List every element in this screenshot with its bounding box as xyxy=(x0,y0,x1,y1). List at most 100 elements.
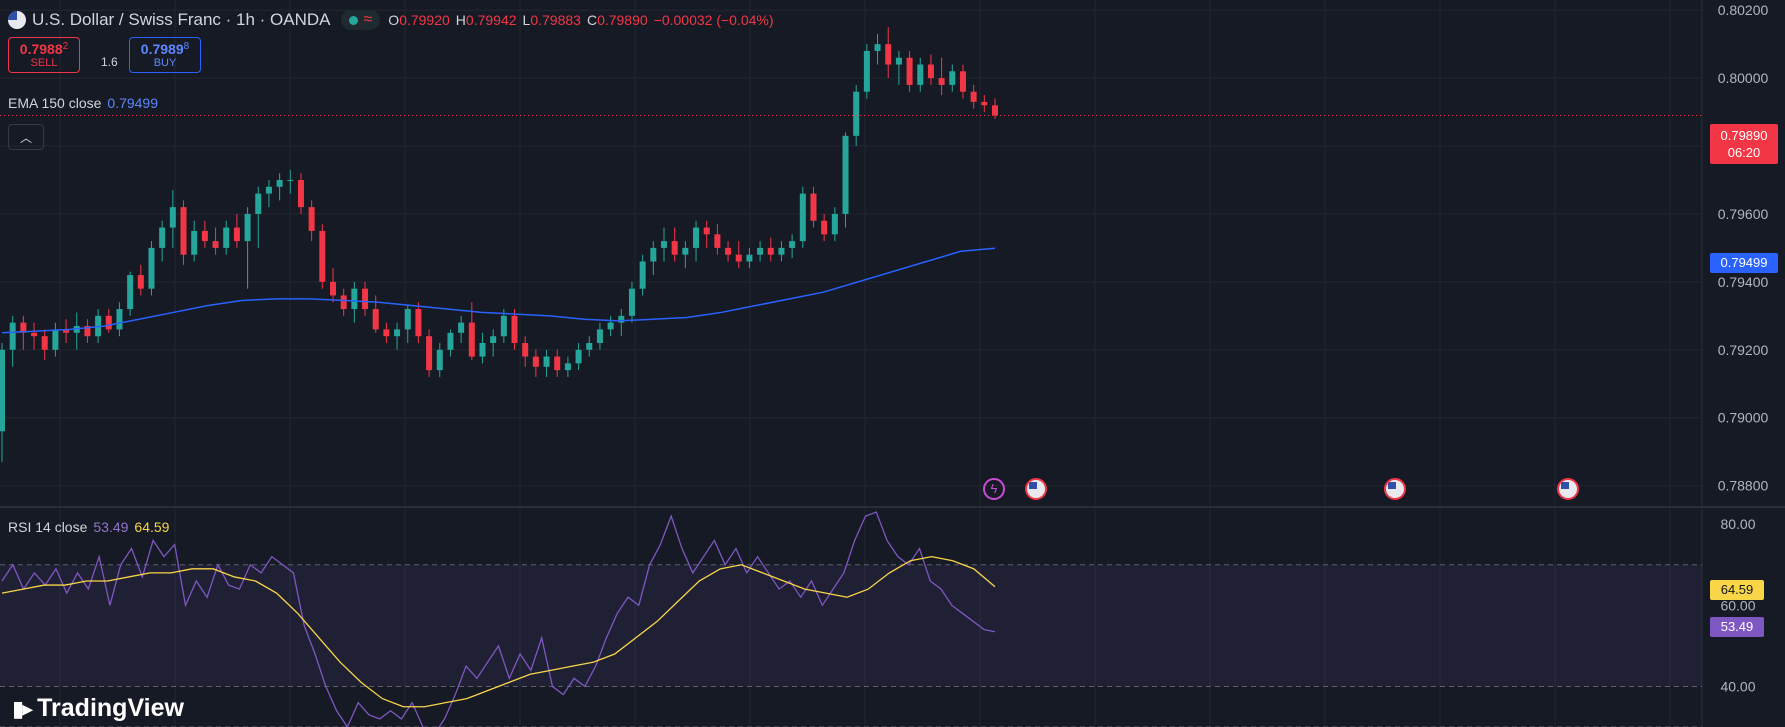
candle-body xyxy=(703,227,710,235)
candle-body xyxy=(831,213,838,235)
open-value: O0.79920 xyxy=(388,12,450,28)
candle-body xyxy=(426,336,433,371)
candle-body xyxy=(853,91,860,136)
ema-legend-label: EMA 150 close xyxy=(8,95,102,111)
chevron-up-icon: ︿ xyxy=(19,130,32,145)
candle-body xyxy=(265,186,272,194)
market-status[interactable]: ≈ xyxy=(340,10,381,30)
candle-body xyxy=(927,64,934,79)
candle-body xyxy=(223,227,230,248)
candle-body xyxy=(169,207,176,228)
candle-body xyxy=(0,349,5,432)
ema-line xyxy=(1,247,996,334)
candle-body xyxy=(618,315,625,323)
sell-label: SELL xyxy=(30,57,58,69)
candle-body xyxy=(671,241,678,255)
candle-body xyxy=(532,356,539,367)
candle-body xyxy=(938,78,945,85)
candle-body xyxy=(970,91,977,102)
candle-body xyxy=(778,247,785,255)
collapse-legend-button[interactable]: ︿ xyxy=(8,124,44,150)
tradingview-logo-icon: ▮▸ xyxy=(12,695,33,721)
candle-body xyxy=(340,295,347,310)
candle-body xyxy=(297,179,304,208)
candle-body xyxy=(351,288,358,310)
price-tick-label: 0.80200 xyxy=(1718,2,1769,18)
data-status-icon: ≈ xyxy=(363,11,373,28)
candle-body xyxy=(394,329,401,337)
candle-body xyxy=(757,247,764,255)
candle-body xyxy=(404,309,411,330)
candle-body xyxy=(554,356,561,371)
rsi-band xyxy=(0,564,1702,687)
rsi-line xyxy=(1,511,996,727)
candle-body xyxy=(201,230,208,242)
candle-body xyxy=(137,275,144,289)
candle-body xyxy=(661,241,667,248)
candle-body xyxy=(874,44,881,51)
change-value: −0.00032 (−0.04%) xyxy=(653,12,774,28)
candle-body xyxy=(52,329,59,350)
candle-body xyxy=(287,179,294,181)
high-value: H0.79942 xyxy=(455,12,517,28)
candle-body xyxy=(500,315,507,337)
candle-body xyxy=(810,193,817,221)
price-tick-label: 0.78800 xyxy=(1718,478,1769,494)
spread-value: 1.6 xyxy=(101,55,118,69)
candle-body xyxy=(458,322,465,333)
usd-flag-icon xyxy=(8,11,26,29)
candle-body xyxy=(522,342,529,357)
ema-price-badge: 0.79499 xyxy=(1710,253,1778,273)
candle-body xyxy=(821,220,828,235)
candle-body xyxy=(650,247,657,262)
rsi-badge: 53.49 xyxy=(1710,617,1764,637)
close-value: C0.79890 xyxy=(586,12,648,28)
candle-body xyxy=(735,254,742,262)
candle-body xyxy=(372,309,379,330)
buy-button[interactable]: 0.79898 BUY xyxy=(129,37,201,73)
candle-body xyxy=(127,275,134,310)
candle-body xyxy=(746,254,753,262)
candle-body xyxy=(479,342,486,357)
candle-body xyxy=(116,309,123,330)
candle-body xyxy=(105,315,112,330)
rsi-legend[interactable]: RSI 14 close 53.49 64.59 xyxy=(8,519,169,535)
rsi-ma-badge: 64.59 xyxy=(1710,580,1764,600)
candle-body xyxy=(949,71,956,85)
candle-body xyxy=(607,322,614,330)
symbol-header: U.S. Dollar / Swiss Franc · 1h · OANDA ≈… xyxy=(8,10,774,30)
candle-body xyxy=(725,247,732,255)
candle-body xyxy=(468,322,475,357)
us-event-flag-icon[interactable] xyxy=(1025,478,1047,500)
candle-body xyxy=(84,326,91,337)
lightning-event-icon[interactable]: ϟ xyxy=(983,478,1005,500)
candle-body xyxy=(255,193,262,214)
tradingview-logo[interactable]: ▮▸ TradingView xyxy=(12,694,184,723)
candle-body xyxy=(511,315,518,343)
candle-body xyxy=(276,179,283,187)
candle-body xyxy=(319,230,326,282)
candle-body xyxy=(159,227,166,248)
symbol-title[interactable]: U.S. Dollar / Swiss Franc · 1h · OANDA xyxy=(32,10,331,29)
candle-body xyxy=(233,227,240,242)
candle-body xyxy=(191,230,198,255)
candle-body xyxy=(693,227,700,248)
brand-name: TradingView xyxy=(37,694,184,722)
candle-body xyxy=(330,281,336,296)
us-event-flag-icon[interactable] xyxy=(1384,478,1406,500)
rsi-ma-line xyxy=(1,556,996,708)
sell-button[interactable]: 0.79882 SELL xyxy=(8,37,80,73)
candle-body xyxy=(63,329,70,333)
us-event-flag-icon[interactable] xyxy=(1557,478,1579,500)
candle-body xyxy=(906,57,913,85)
last-price-badge: 0.79890 06:20 xyxy=(1710,124,1778,164)
candle-body xyxy=(596,329,603,343)
ema-legend[interactable]: EMA 150 close 0.79499 xyxy=(8,95,158,111)
rsi-tick-label: 80.00 xyxy=(1720,516,1755,532)
candle-body xyxy=(799,193,806,242)
candle-body xyxy=(628,288,635,316)
candle-body xyxy=(885,44,892,65)
ema-legend-value: 0.79499 xyxy=(107,95,158,111)
ohlc-values: O0.79920 H0.79942 L0.79883 C0.79890 −0.0… xyxy=(388,12,773,28)
